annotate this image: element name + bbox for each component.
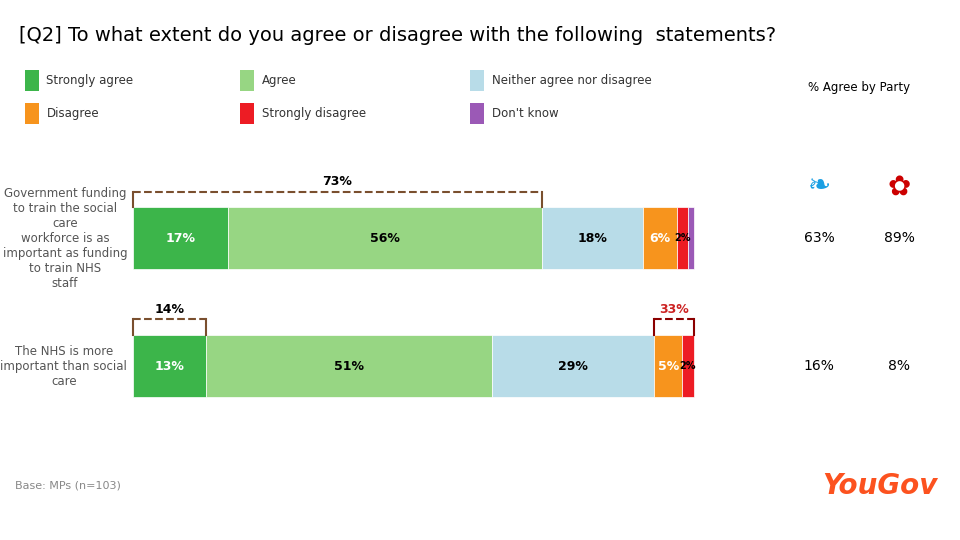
Bar — [228, 207, 542, 269]
Text: % Agree by Party: % Agree by Party — [808, 81, 910, 94]
Bar — [25, 103, 38, 124]
Bar — [655, 335, 683, 397]
Text: The NHS is more important than social care: The NHS is more important than social ca… — [0, 345, 128, 388]
Bar — [205, 335, 492, 397]
Text: 17%: 17% — [165, 232, 196, 245]
Text: 33%: 33% — [659, 303, 688, 316]
Text: 2%: 2% — [674, 233, 690, 243]
Bar — [677, 207, 688, 269]
Text: 56%: 56% — [371, 232, 400, 245]
Text:   @homecareassn:  @homecareassn — [14, 514, 133, 527]
Bar — [470, 103, 484, 124]
Text: Neither agree nor disagree: Neither agree nor disagree — [492, 74, 652, 87]
Text: 8%: 8% — [888, 359, 910, 373]
Text: Strongly disagree: Strongly disagree — [261, 107, 366, 120]
Bar — [688, 207, 693, 269]
Text: ✿: ✿ — [888, 172, 911, 200]
Text: 29%: 29% — [558, 360, 588, 373]
Text: 16%: 16% — [804, 359, 834, 373]
Text: 6%: 6% — [649, 232, 670, 245]
Text: 2%: 2% — [680, 361, 696, 371]
Text: ❧: ❧ — [807, 172, 830, 200]
Text:   homecareassociation.org.uk:  homecareassociation.org.uk — [754, 514, 946, 527]
Bar — [132, 335, 205, 397]
Text: 89%: 89% — [884, 231, 915, 245]
Bar — [492, 335, 655, 397]
Text: 14%: 14% — [155, 303, 184, 316]
Text: Agree: Agree — [261, 74, 297, 87]
Bar — [542, 207, 643, 269]
Text: Disagree: Disagree — [46, 107, 99, 120]
Bar — [132, 207, 228, 269]
Text: Don't know: Don't know — [492, 107, 559, 120]
Text: 18%: 18% — [578, 232, 608, 245]
Bar — [643, 207, 677, 269]
Text: Strongly agree: Strongly agree — [46, 74, 133, 87]
Text: 5%: 5% — [658, 360, 679, 373]
Text: [Q2] To what extent do you agree or disagree with the following  statements?: [Q2] To what extent do you agree or disa… — [19, 25, 776, 45]
Text: 51%: 51% — [334, 360, 364, 373]
Bar — [470, 70, 484, 91]
Text: Base: MPs (n=103): Base: MPs (n=103) — [14, 481, 121, 491]
Bar — [240, 103, 253, 124]
Text: 13%: 13% — [155, 360, 184, 373]
Text: 63%: 63% — [804, 231, 834, 245]
Bar — [683, 335, 693, 397]
Text: Government funding to train the social care
workforce is as important as funding: Government funding to train the social c… — [3, 187, 128, 290]
Text: 73%: 73% — [323, 175, 352, 188]
Text: YouGov: YouGov — [823, 472, 938, 500]
Bar — [25, 70, 38, 91]
Bar — [240, 70, 253, 91]
